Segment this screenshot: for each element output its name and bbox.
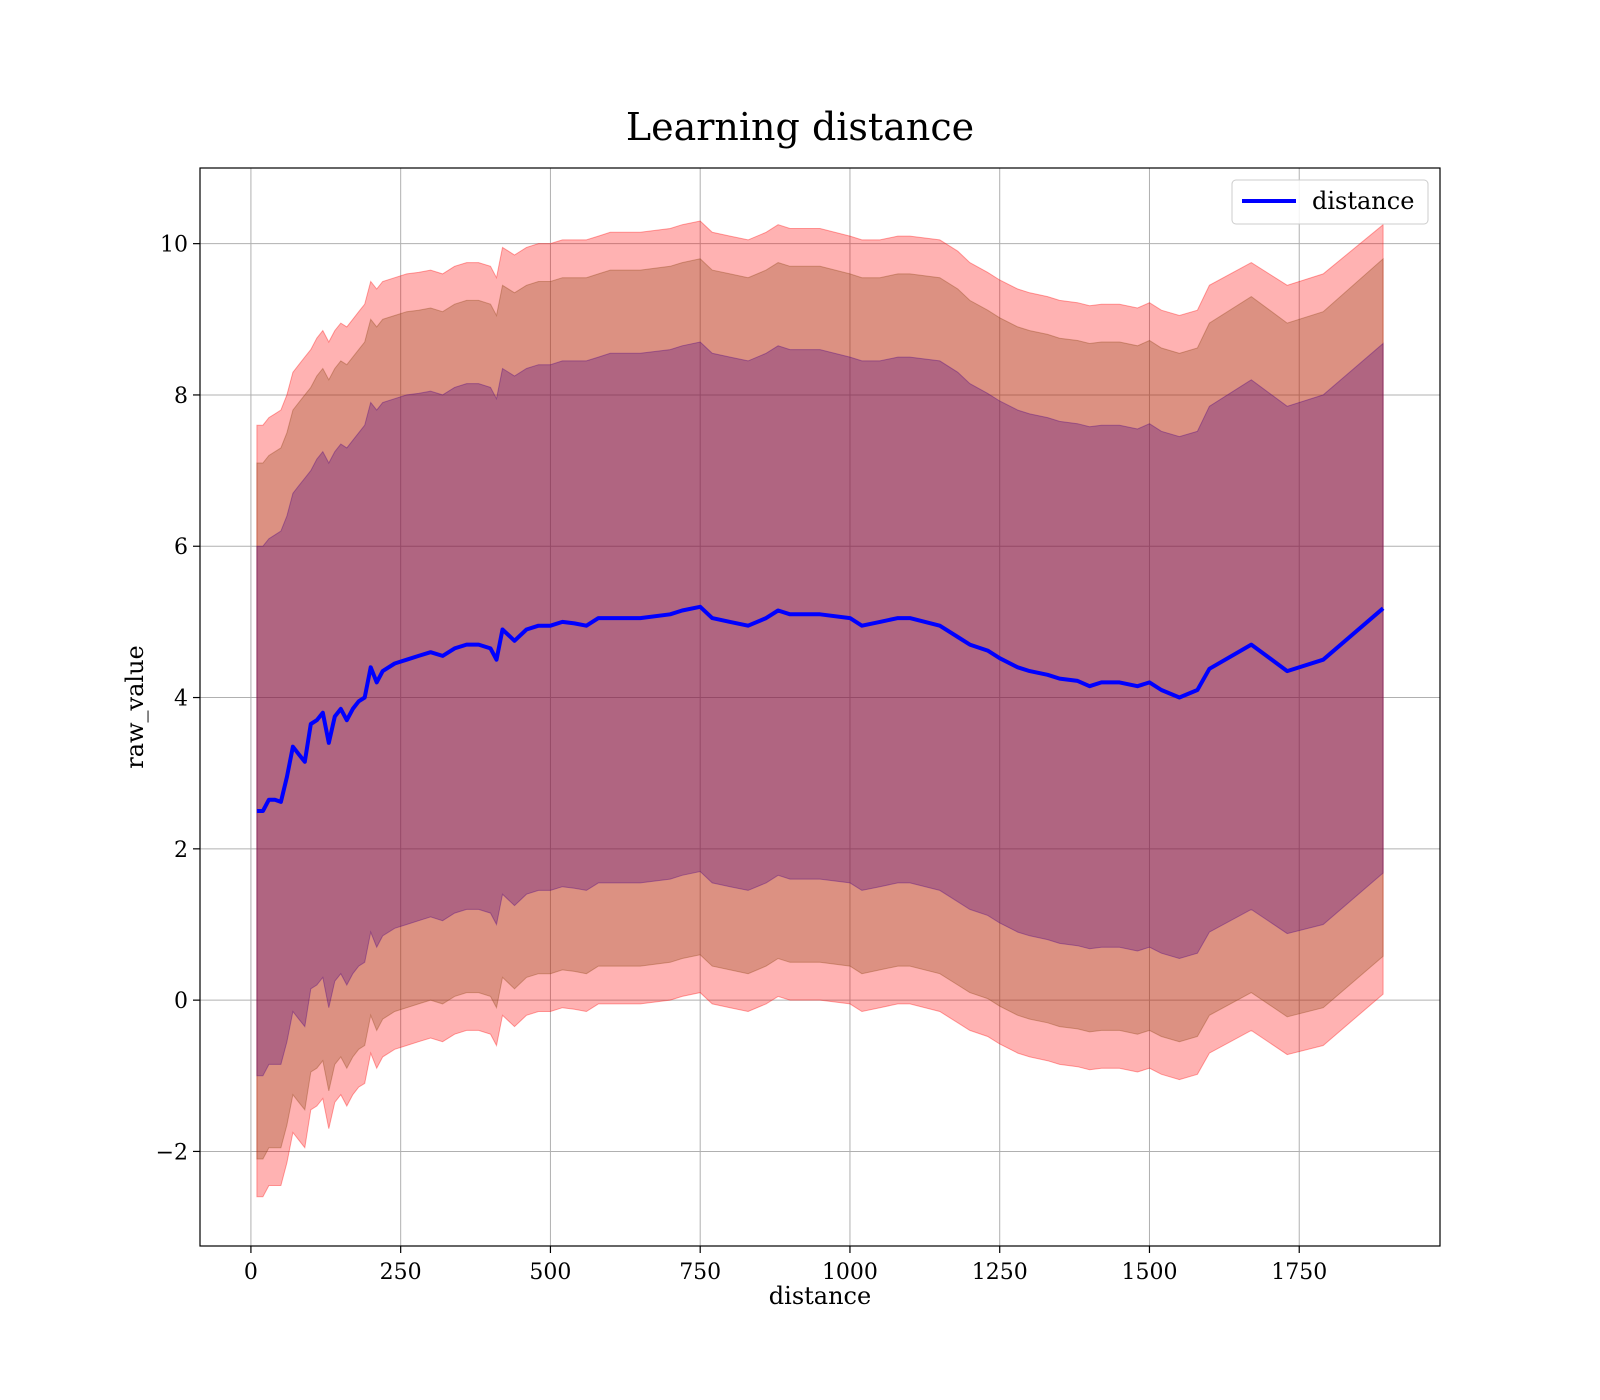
x-tick-label: 1750 [1271,1260,1327,1285]
legend-box [1231,179,1429,225]
x-axis-label: distance [769,1282,871,1310]
chart-title: Learning distance [626,105,974,149]
y-tick-label: 8 [174,384,188,409]
legend-label-distance: distance [1312,187,1414,215]
x-tick-label: 1250 [972,1260,1028,1285]
x-tick-label: 0 [244,1260,258,1285]
series-line-distance [256,604,1385,813]
band-0 [256,220,1384,1198]
y-tick-label: 10 [160,233,188,258]
band-1 [256,257,1384,1160]
confidence-bands [256,220,1384,1198]
x-tick-label: 750 [679,1260,721,1285]
y-tick-label: 6 [174,535,188,560]
x-tick-label: 500 [529,1260,571,1285]
plot-frame [199,167,1441,1247]
band-2 [256,341,1384,1077]
legend: distance [1231,179,1429,225]
y-axis-ticks: −2 0 2 4 6 8 10 [156,233,200,1165]
y-tick-label: 2 [174,838,188,863]
x-tick-label: 1500 [1121,1260,1177,1285]
x-tick-label: 1000 [822,1260,878,1285]
y-axis-label: raw_value [121,645,149,769]
grid [200,168,1440,1246]
y-tick-label: −2 [156,1140,188,1165]
x-tick-label: 250 [380,1260,422,1285]
y-tick-label: 0 [174,989,188,1014]
x-axis-ticks: 0 250 500 750 1000 1250 1500 1750 [244,1246,1327,1285]
series-lines [256,604,1385,813]
y-tick-label: 4 [174,687,188,712]
